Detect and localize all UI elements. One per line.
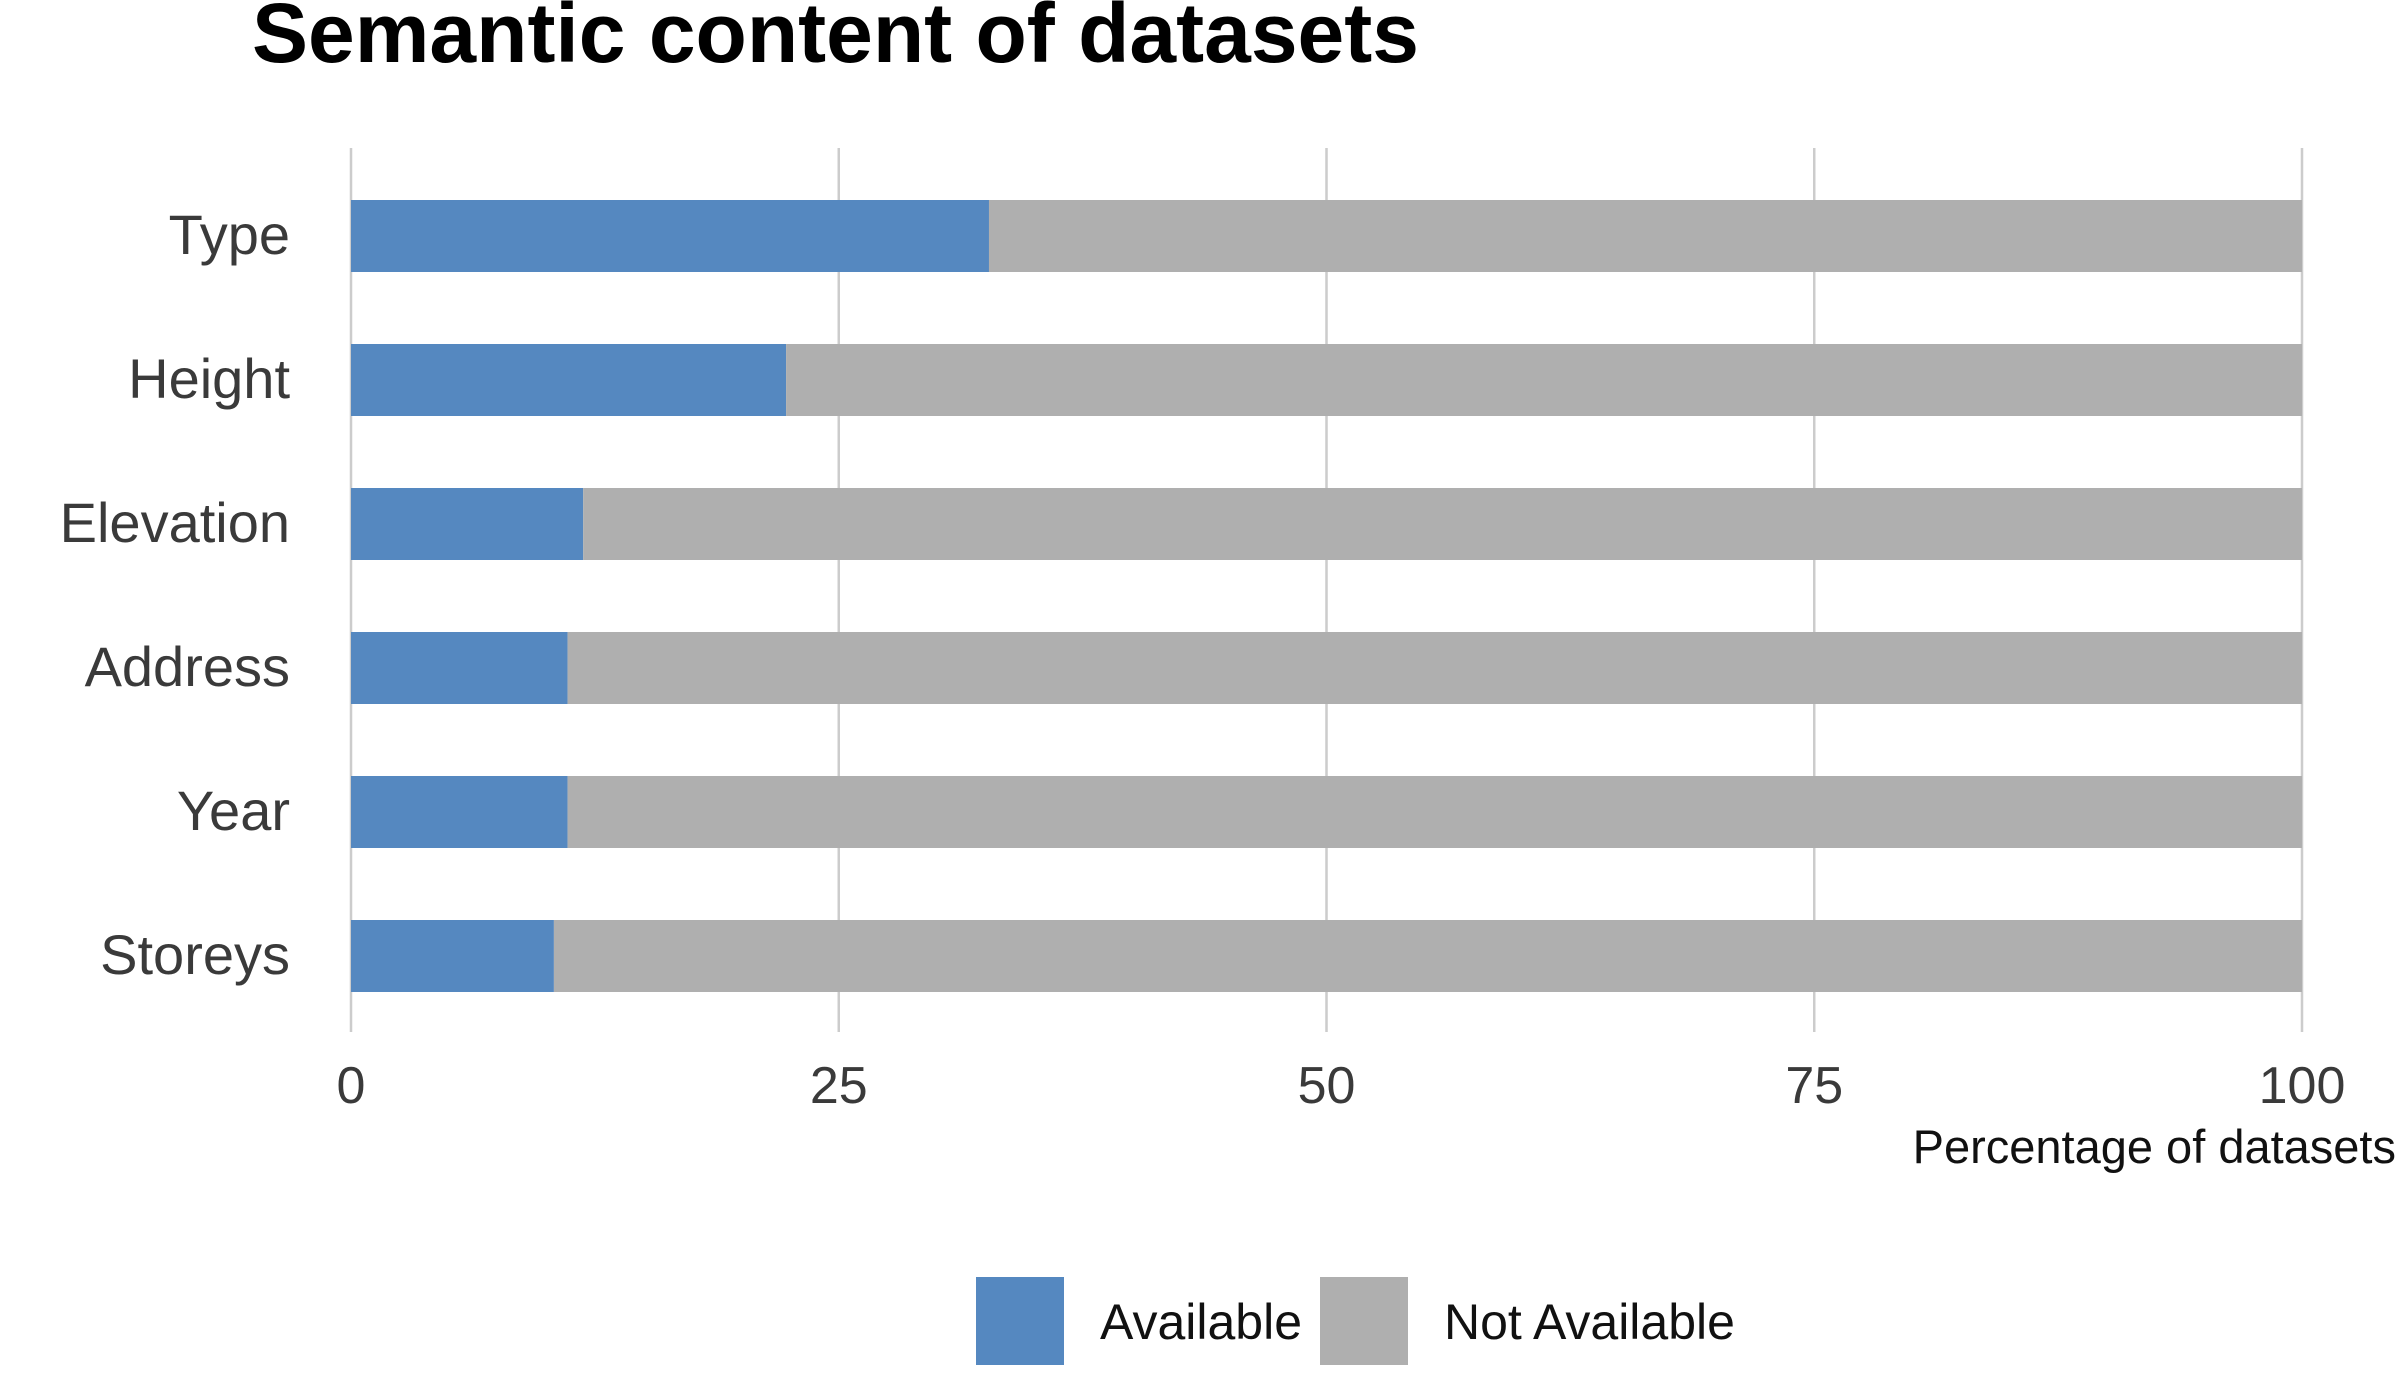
x-tick-label: 25: [810, 1057, 868, 1115]
legend-key: [1320, 1277, 1408, 1365]
bar-segment: [351, 200, 989, 272]
category-label: Type: [169, 203, 290, 266]
x-tick-label: 50: [1298, 1057, 1356, 1115]
category-label: Year: [177, 779, 290, 842]
bar-segment: [351, 488, 584, 560]
bar-segment: [351, 776, 568, 848]
bars: [351, 200, 2303, 992]
category-labels: Type Height Elevation Address Year Storeys: [60, 203, 291, 986]
legend-label: Not Available: [1444, 1294, 1735, 1350]
bar-segment: [583, 488, 2303, 560]
category-label: Elevation: [60, 491, 290, 554]
bar-segment: [988, 200, 2302, 272]
bar-segment: [567, 776, 2302, 848]
legend-label: Available: [1100, 1294, 1302, 1350]
category-label: Address: [85, 635, 290, 698]
gridlines: [349, 148, 2304, 1032]
bar-segment: [553, 920, 2302, 992]
bar-segment: [351, 344, 787, 416]
x-tick-label: 0: [337, 1057, 366, 1115]
x-tick-label: 75: [1785, 1057, 1843, 1115]
chart-title: Semantic content of datasets: [252, 0, 1419, 80]
x-tick-labels: 0 25 50 75 100: [337, 1057, 2346, 1115]
category-label: Storeys: [100, 923, 290, 986]
bar-segment: [351, 632, 568, 704]
bar-segment: [786, 344, 2302, 416]
x-tick-label: 100: [2259, 1057, 2346, 1115]
x-axis-title: Percentage of datasets: [1913, 1120, 2396, 1173]
legend: Available Not Available: [976, 1277, 1735, 1365]
category-label: Height: [128, 347, 290, 410]
bar-segment: [567, 632, 2302, 704]
bar-segment: [351, 920, 554, 992]
legend-key: [976, 1277, 1064, 1365]
